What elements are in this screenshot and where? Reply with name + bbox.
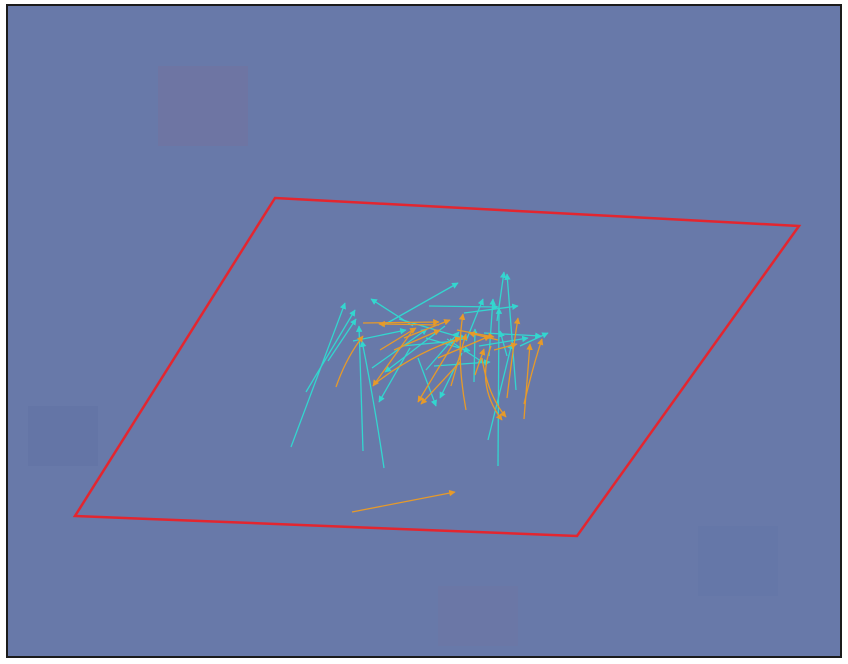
cyan-arrow [488, 298, 496, 357]
ground-plane [72, 196, 802, 538]
orange-arrow [393, 329, 441, 351]
cyan-arrow [471, 328, 479, 383]
cyan-arrow [417, 357, 437, 407]
orange-arrow [417, 338, 457, 403]
orange-arrow [484, 345, 503, 421]
orange-arrow [335, 335, 364, 388]
orange-arrow [523, 343, 533, 420]
orange-arrow [362, 318, 440, 326]
cyan-arrow [483, 332, 542, 339]
cyan-arrow [446, 338, 485, 364]
cyan-arrows [290, 271, 549, 469]
cyan-arrow [381, 282, 459, 327]
cyan-arrow [305, 309, 356, 393]
orange-arrow [493, 342, 518, 351]
orange-arrow [450, 333, 468, 387]
orange-arrows [335, 313, 544, 513]
cyan-arrow [428, 303, 499, 311]
orange-arrow [481, 357, 507, 418]
cyan-arrow [359, 340, 385, 469]
cyan-arrow [327, 318, 357, 362]
orange-arrow [378, 320, 440, 328]
orange-arrow [351, 489, 456, 513]
orange-arrow [372, 329, 414, 387]
orange-arrow [437, 335, 491, 359]
cyan-arrow [463, 303, 519, 314]
cyan-arrow [495, 307, 503, 467]
cyan-arrow [425, 331, 460, 371]
cyan-arrow [498, 330, 508, 357]
cyan-arrow [401, 338, 457, 347]
cyan-arrow [290, 302, 346, 448]
cyan-arrow [487, 342, 514, 441]
orange-arrow [458, 313, 467, 411]
orange-arrow [506, 317, 521, 399]
cyan-arrow [433, 359, 491, 367]
orange-arrow [403, 319, 451, 339]
orange-arrow [474, 348, 486, 376]
cyan-arrow [496, 271, 507, 322]
scene-canvas[interactable] [8, 6, 840, 656]
orange-arrow [420, 361, 461, 405]
background-texture [28, 66, 778, 646]
orange-arrow [379, 327, 417, 351]
cyan-arrow [355, 325, 364, 452]
cyan-arrow [519, 332, 549, 347]
orange-arrow [376, 336, 462, 383]
viewport-3d[interactable] [6, 4, 842, 658]
cyan-arrow [504, 273, 517, 391]
orange-arrow [523, 338, 544, 405]
